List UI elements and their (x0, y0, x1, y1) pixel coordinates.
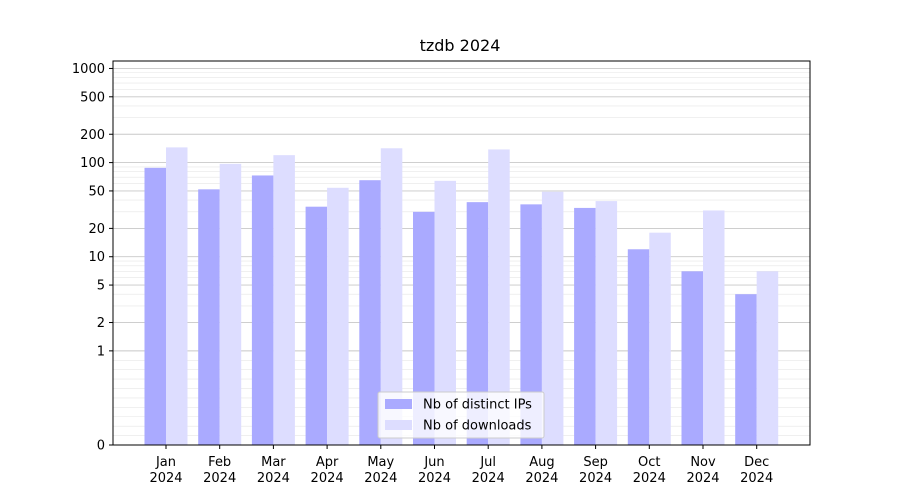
x-tick-label-month: Mar (261, 455, 286, 470)
x-tick-label-year: 2024 (686, 471, 719, 486)
x-tick-label-month: Sep (583, 455, 608, 470)
y-tick-label: 500 (80, 90, 105, 105)
x-tick-label-year: 2024 (203, 471, 236, 486)
x-tick-label-month: Jul (479, 455, 496, 470)
x-tick-label-year: 2024 (311, 471, 344, 486)
legend-label-ips: Nb of distinct IPs (423, 398, 532, 413)
x-tick-label-year: 2024 (579, 471, 612, 486)
x-tick-label-month: Jan (155, 455, 176, 470)
legend-box (377, 391, 545, 439)
y-tick-label: 100 (80, 156, 105, 171)
x-tick-label-month: May (367, 455, 394, 470)
bar-distinct-ips (413, 211, 435, 445)
x-tick-label-month: Dec (744, 455, 769, 470)
bar-distinct-ips (305, 206, 328, 445)
x-tick-label-month: Oct (638, 455, 660, 470)
legend-swatch-downloads (385, 420, 412, 430)
x-tick-label-month: Feb (208, 455, 231, 470)
legend-label-downloads: Nb of downloads (423, 419, 532, 434)
bar-downloads (166, 147, 188, 445)
y-tick-label: 5 (97, 279, 105, 294)
bar-distinct-ips (574, 207, 596, 445)
x-tick-label-month: Aug (529, 455, 554, 470)
bar-distinct-ips (627, 249, 650, 445)
bar-downloads (595, 201, 618, 445)
bar-downloads (434, 180, 456, 445)
bar-distinct-ips (144, 167, 166, 445)
x-tick-label-year: 2024 (364, 471, 397, 486)
bar-distinct-ips (359, 180, 381, 445)
bars (144, 147, 779, 446)
x-tick-label-month: Nov (690, 455, 716, 470)
x-tick-label-year: 2024 (257, 471, 290, 486)
bar-downloads (219, 163, 242, 446)
chart-title: tzdb 2024 (420, 36, 501, 55)
bar-downloads (488, 149, 510, 445)
y-tick-label: 0 (97, 439, 105, 454)
bar-distinct-ips (681, 271, 703, 445)
bar-distinct-ips (251, 175, 274, 445)
bar-distinct-ips (735, 294, 757, 445)
y-tick-label: 10 (88, 250, 105, 265)
y-tick-label: 20 (88, 222, 105, 237)
y-tick-label: 1000 (72, 62, 105, 77)
bar-distinct-ips (520, 204, 542, 445)
bar-downloads (703, 210, 725, 445)
x-tick-label-month: Apr (316, 455, 339, 470)
x-tick-label-month: Jun (423, 455, 444, 470)
bar-distinct-ips (466, 202, 489, 445)
bar-downloads (756, 271, 779, 445)
bar-downloads (541, 191, 564, 445)
bar-downloads (380, 148, 403, 445)
y-axis: 0 1 2 5 10 20 50 100 200 500 1000 (72, 62, 113, 454)
y-tick-label: 1 (97, 344, 105, 359)
x-axis: Jan2024Feb2024Mar2024Apr2024May2024Jun20… (149, 445, 773, 486)
y-tick-label: 2 (97, 316, 105, 331)
bar-downloads (327, 187, 349, 445)
legend-swatch-ips (385, 399, 412, 409)
y-tick-label: 50 (88, 184, 105, 199)
x-tick-label-year: 2024 (740, 471, 773, 486)
bar-distinct-ips (198, 189, 220, 445)
bar-downloads (273, 155, 295, 445)
plot-frame (112, 60, 811, 446)
legend: Nb of distinct IPs Nb of downloads (377, 391, 545, 439)
y-tick-label: 200 (80, 128, 105, 143)
x-tick-label-year: 2024 (418, 471, 451, 486)
x-tick-label-year: 2024 (525, 471, 558, 486)
x-tick-label-year: 2024 (149, 471, 182, 486)
x-tick-label-year: 2024 (472, 471, 505, 486)
bar-downloads (649, 232, 671, 445)
x-tick-label-year: 2024 (633, 471, 666, 486)
